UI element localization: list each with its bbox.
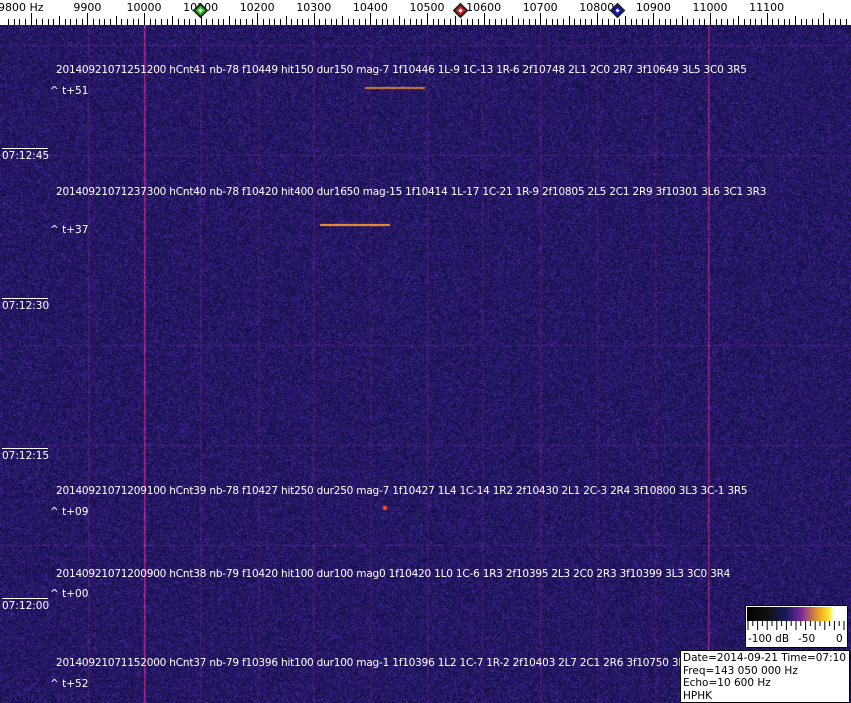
event-offset: ^ t+37 <box>50 224 89 236</box>
axis-tick-label: 10700 <box>522 1 558 14</box>
colorbar-label: 0 <box>836 633 843 645</box>
axis-tick-label: 10600 <box>466 1 502 14</box>
time-label: 07:12:15 <box>2 448 50 462</box>
info-box: Date=2014-09-21 Time=07:10 UTC Freq=143 … <box>680 650 851 703</box>
color-scale: -100 dB -50 0 <box>745 605 848 648</box>
event-offset: ^ t+52 <box>50 678 89 690</box>
axis-tick-label: 9900 <box>73 1 102 14</box>
event-annotation: 20140921071237300 hCnt40 nb-78 f10420 hi… <box>56 186 767 198</box>
axis-tick-label: 9800 Hz <box>0 1 44 14</box>
info-echo: Echo=10 600 Hz <box>683 677 771 689</box>
time-label: 07:12:00 <box>2 598 50 612</box>
info-date-time: Date=2014-09-21 Time=07:10 UTC <box>683 652 851 664</box>
axis-ticks <box>8 13 847 25</box>
axis-tick-label: 11100 <box>749 1 785 14</box>
event-offset: ^ t+51 <box>50 85 89 97</box>
colorbar-label: -100 dB <box>748 633 790 645</box>
event-annotation: 20140921071200900 hCnt38 nb-79 f10420 hi… <box>56 568 731 580</box>
time-label: 07:12:30 <box>2 298 50 312</box>
event-offset: ^ t+00 <box>50 588 89 600</box>
axis-tick-label: 11000 <box>692 1 728 14</box>
axis-tick-label: 10200 <box>239 1 275 14</box>
event-annotation: 20140921071251200 hCnt41 nb-78 f10449 hi… <box>56 64 747 76</box>
frequency-axis: 9800 Hz990010000101001020010300104001050… <box>0 0 851 25</box>
axis-tick-label: 10000 <box>126 1 162 14</box>
event-annotation: 20140921071209100 hCnt39 nb-78 f10427 hi… <box>56 485 748 497</box>
axis-tick-label: 10400 <box>352 1 388 14</box>
info-station: HPHK <box>683 689 713 702</box>
info-frequency: Freq=143 050 000 Hz <box>683 664 798 677</box>
axis-tick-label: 10800 <box>579 1 615 14</box>
time-label: 07:12:45 <box>2 148 50 162</box>
event-offset: ^ t+09 <box>50 506 89 518</box>
axis-tick-label: 10900 <box>635 1 671 14</box>
event-annotation: 20140921071152000 hCnt37 nb-79 f10396 hi… <box>56 657 731 669</box>
color-scale-ticks <box>747 621 845 630</box>
axis-tick-label: 10300 <box>296 1 332 14</box>
axis-tick-label: 10500 <box>409 1 445 14</box>
colorbar-label: -50 <box>798 633 816 645</box>
color-gradient <box>747 607 846 621</box>
waterfall-spectrogram <box>0 25 851 703</box>
